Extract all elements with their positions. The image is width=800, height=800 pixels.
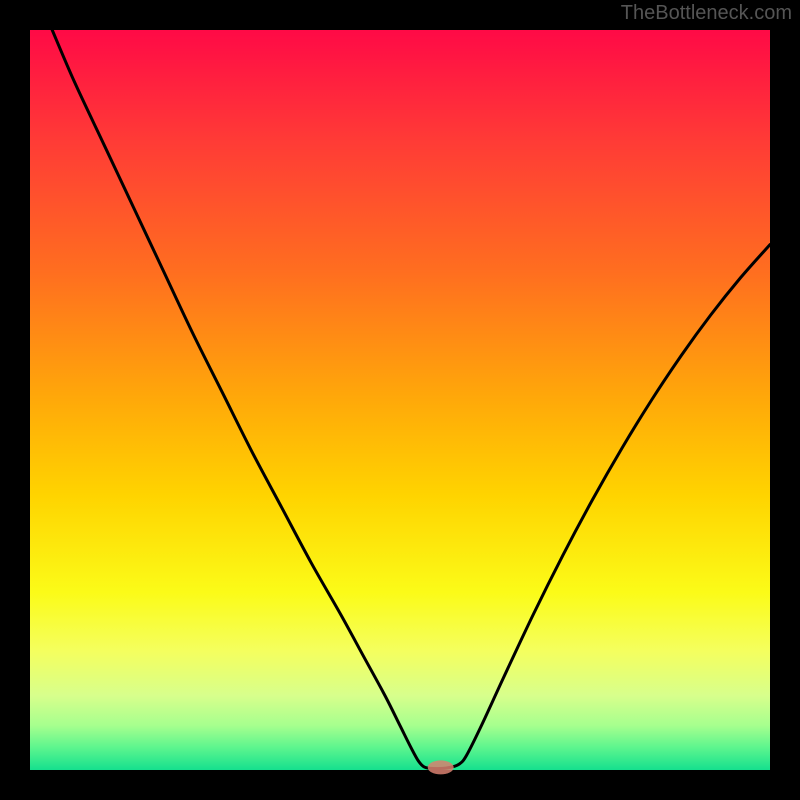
chart-container: TheBottleneck.com [0,0,800,800]
bottleneck-chart [0,0,800,800]
watermark-text: TheBottleneck.com [621,2,792,25]
optimal-marker [428,760,454,774]
plot-background [30,30,770,770]
